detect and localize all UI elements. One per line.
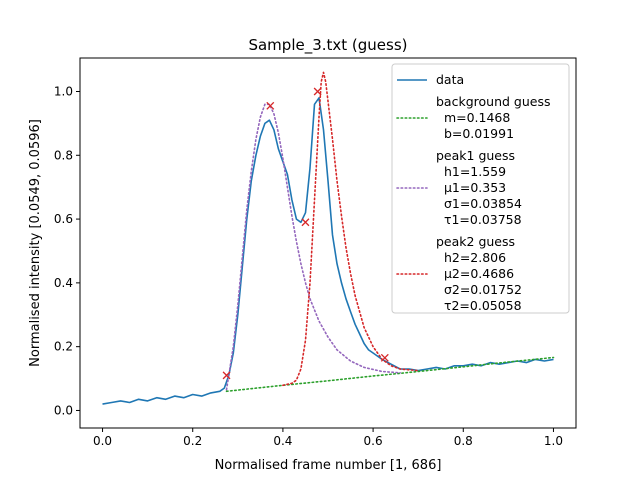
- x-tick-label: 1.0: [544, 434, 563, 448]
- legend-text: h1=1.559: [436, 164, 506, 179]
- x-tick-label: 0.4: [273, 434, 292, 448]
- legend-text: τ1=0.03758: [436, 212, 522, 227]
- y-tick-label: 0.6: [54, 212, 73, 226]
- y-tick-label: 1.0: [54, 84, 73, 98]
- legend-box: [391, 63, 570, 314]
- legend-text: peak1 guess: [436, 148, 515, 163]
- axes-frame: [79, 57, 577, 429]
- chart-title: Sample_3.txt (guess): [248, 36, 407, 55]
- x-tick-label: 0.0: [93, 434, 112, 448]
- legend-text: background guess: [436, 94, 550, 109]
- legend-entry-data: data: [397, 72, 464, 87]
- y-axis-ticks: 0.0 0.2 0.4 0.6 0.8 1.0: [54, 84, 80, 417]
- legend-entry-peak1: peak1 guess h1=1.559 μ1=0.353 σ1=0.03854…: [396, 148, 522, 227]
- legend-text: σ1=0.03854: [436, 196, 522, 211]
- peak-marker: [222, 371, 231, 380]
- legend-text: b=0.01991: [436, 126, 514, 141]
- x-axis-label: Normalised frame number [1, 686]: [215, 458, 442, 473]
- x-tick-label: 0.8: [454, 434, 473, 448]
- legend: data background guess m=0.1468 b=0.01991 p…: [391, 63, 570, 314]
- legend-text: μ1=0.353: [436, 180, 506, 195]
- legend-text: μ2=0.4686: [436, 266, 514, 281]
- y-tick-label: 0.0: [54, 403, 73, 417]
- y-axis-label: Normalised intensity [0.0549, 0.0596]: [28, 119, 43, 367]
- legend-text: h2=2.806: [436, 250, 506, 265]
- legend-text: peak2 guess: [436, 234, 515, 249]
- series-line-background: [225, 356, 555, 393]
- legend-text: σ2=0.01752: [436, 282, 522, 297]
- x-tick-label: 0.2: [183, 434, 202, 448]
- peak-marker: [313, 87, 322, 96]
- peak-marker: [266, 101, 275, 110]
- legend-text: τ2=0.05058: [436, 298, 522, 313]
- plot-area: [102, 71, 555, 405]
- series-line-data: [102, 97, 554, 405]
- x-tick-label: 0.6: [364, 434, 383, 448]
- series-line-peak2: [282, 71, 420, 387]
- series-line-peak1: [225, 103, 401, 391]
- y-tick-label: 0.4: [54, 276, 73, 290]
- y-tick-label: 0.8: [54, 148, 73, 162]
- y-tick-label: 0.2: [54, 340, 73, 354]
- peak-marker: [380, 353, 389, 362]
- peak-marker: [301, 218, 310, 227]
- legend-entry-background: background guess m=0.1468 b=0.01991: [396, 94, 550, 141]
- legend-text: m=0.1468: [436, 110, 510, 125]
- x-axis-ticks: 0.0 0.2 0.4 0.6 0.8 1.0: [93, 428, 563, 448]
- legend-text: data: [436, 72, 464, 87]
- legend-entry-peak2: peak2 guess h2=2.806 μ2=0.4686 σ2=0.0175…: [396, 234, 522, 313]
